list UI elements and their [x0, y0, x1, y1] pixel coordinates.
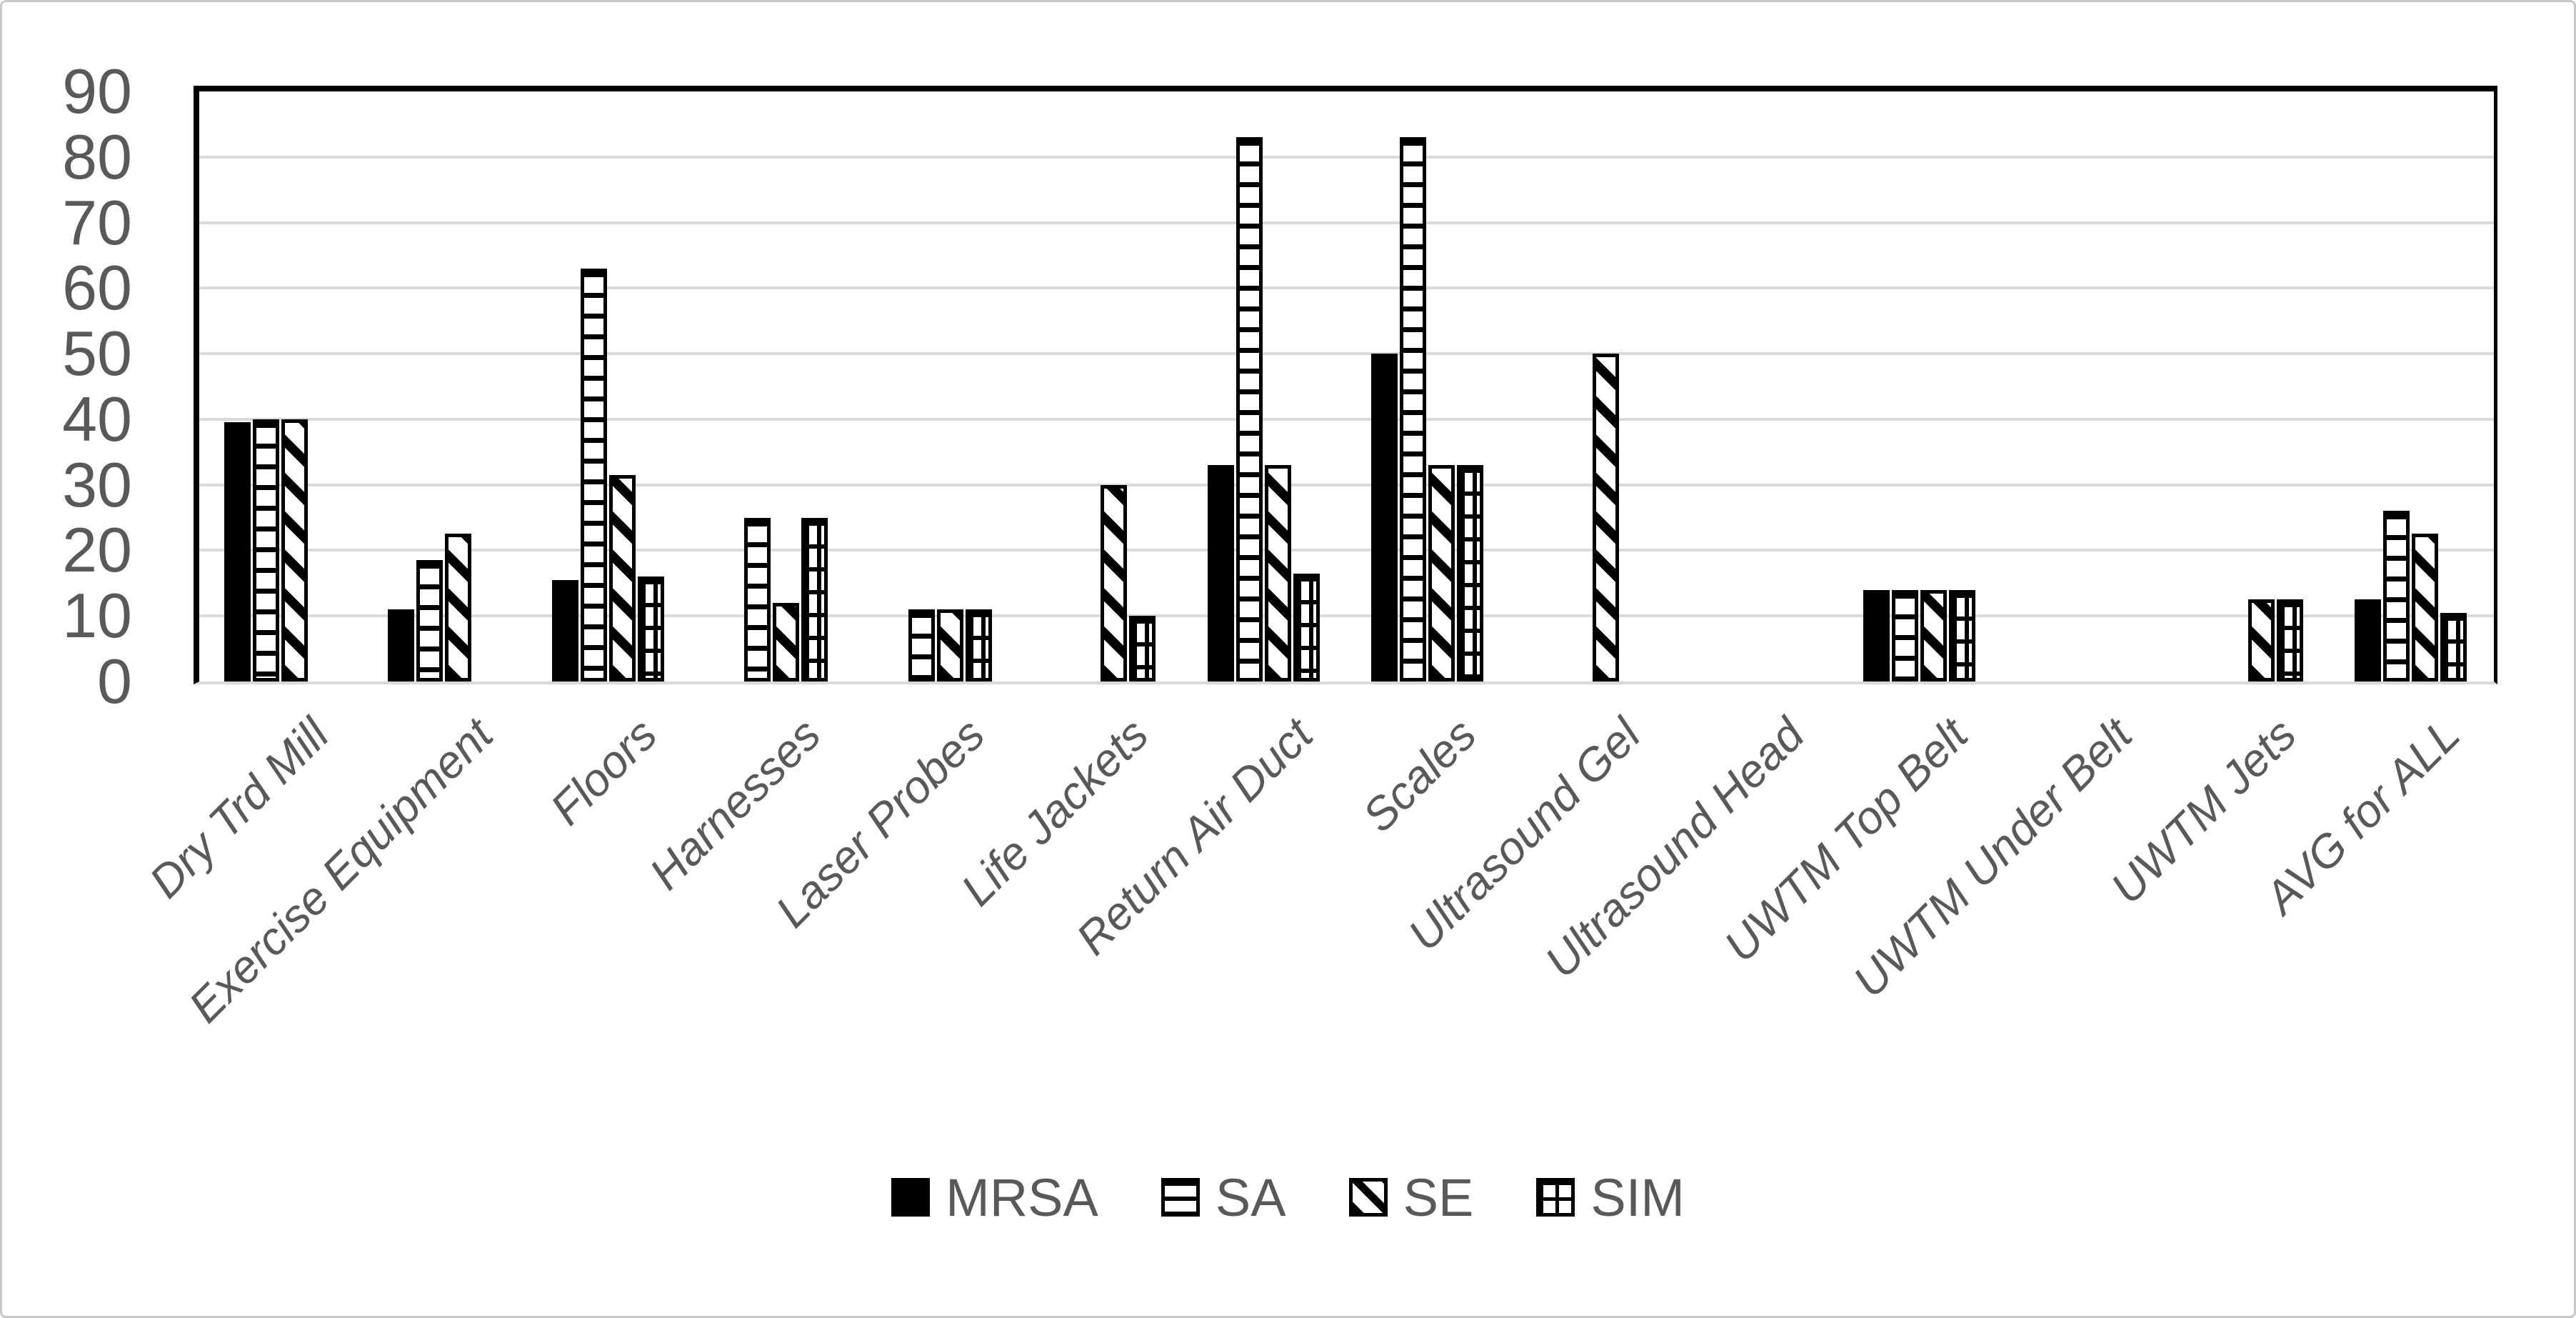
gridline-80 — [199, 155, 2494, 159]
bar-sa-4 — [908, 609, 935, 682]
y-axis-tick-90: 90 — [62, 56, 132, 126]
x-axis-label-2: Floors — [540, 708, 667, 835]
legend-label-sim: SIM — [1590, 1167, 1685, 1227]
x-axis-label-11: UWTM Under Belt — [1843, 708, 2142, 1007]
legend-marker-sim-icon — [1536, 1178, 1575, 1217]
bar-sim-5 — [1129, 616, 1156, 682]
bar-se-2 — [608, 475, 636, 682]
bar-sim-10 — [1948, 590, 1975, 682]
bar-se-8 — [1592, 354, 1619, 682]
bar-se-6 — [1264, 465, 1291, 682]
y-axis-tick-70: 70 — [62, 186, 132, 258]
bar-mrsa-0 — [224, 422, 251, 682]
y-axis-tick-10: 10 — [62, 580, 132, 651]
y-axis-tick-80: 80 — [62, 121, 132, 192]
gridline-10 — [199, 614, 2494, 618]
bar-mrsa-7 — [1371, 354, 1398, 682]
bar-sim-4 — [965, 609, 992, 682]
bar-sim-12 — [2276, 599, 2303, 682]
legend-item-sim: SIM — [1536, 1167, 1685, 1228]
bar-sim-3 — [801, 518, 828, 682]
bar-sa-6 — [1236, 137, 1263, 682]
y-axis-tick-60: 60 — [62, 252, 132, 324]
bar-sa-2 — [580, 269, 607, 682]
plot-area — [194, 86, 2497, 684]
bar-sim-2 — [637, 576, 664, 682]
bar-sa-10 — [1891, 590, 1918, 682]
bar-se-4 — [936, 609, 963, 682]
bar-mrsa-6 — [1207, 465, 1234, 682]
legend-item-sa: SA — [1161, 1167, 1286, 1228]
bar-sa-1 — [416, 560, 443, 682]
x-axis-label-7: Scales — [1353, 708, 1486, 842]
gridline-20 — [199, 549, 2494, 552]
bar-sa-13 — [2383, 511, 2410, 682]
bar-se-10 — [1920, 590, 1947, 682]
bar-se-7 — [1428, 465, 1455, 682]
bar-se-0 — [281, 419, 308, 682]
x-axis-label-1: Exercise Equipment — [179, 708, 503, 1033]
bar-mrsa-2 — [551, 580, 578, 682]
bar-mrsa-10 — [1863, 590, 1890, 682]
gridline-40 — [199, 417, 2494, 421]
bar-sa-7 — [1400, 137, 1427, 682]
legend-item-se: SE — [1348, 1167, 1474, 1228]
legend-marker-sa-icon — [1161, 1178, 1200, 1217]
bar-sa-0 — [252, 419, 279, 682]
y-axis-tick-0: 0 — [97, 646, 132, 717]
legend-label-se: SE — [1403, 1167, 1474, 1227]
bar-mrsa-1 — [388, 609, 415, 682]
legend-marker-se-icon — [1348, 1178, 1388, 1217]
gridline-70 — [199, 221, 2494, 224]
chart-legend: MRSA SA SE SIM — [2, 1158, 2574, 1237]
bar-sim-13 — [2440, 613, 2467, 682]
y-axis-tick-30: 30 — [62, 449, 132, 520]
gridline-30 — [199, 483, 2494, 486]
bar-se-5 — [1101, 485, 1128, 682]
bar-se-13 — [2412, 534, 2439, 682]
legend-label-sa: SA — [1215, 1167, 1286, 1227]
gridline-50 — [199, 352, 2494, 356]
y-axis-tick-50: 50 — [62, 318, 132, 389]
bar-se-3 — [773, 603, 800, 682]
bar-mrsa-13 — [2355, 599, 2382, 682]
bar-sim-7 — [1457, 465, 1484, 682]
y-axis-tick-40: 40 — [62, 383, 132, 454]
bar-sim-6 — [1293, 574, 1320, 682]
legend-marker-mrsa-icon — [891, 1178, 931, 1217]
bar-se-12 — [2247, 599, 2275, 682]
bar-se-1 — [445, 534, 472, 682]
bar-sa-3 — [744, 518, 771, 682]
legend-item-mrsa: MRSA — [891, 1167, 1098, 1228]
y-axis-tick-20: 20 — [62, 514, 132, 586]
legend-label-mrsa: MRSA — [946, 1167, 1098, 1227]
gridline-60 — [199, 286, 2494, 290]
